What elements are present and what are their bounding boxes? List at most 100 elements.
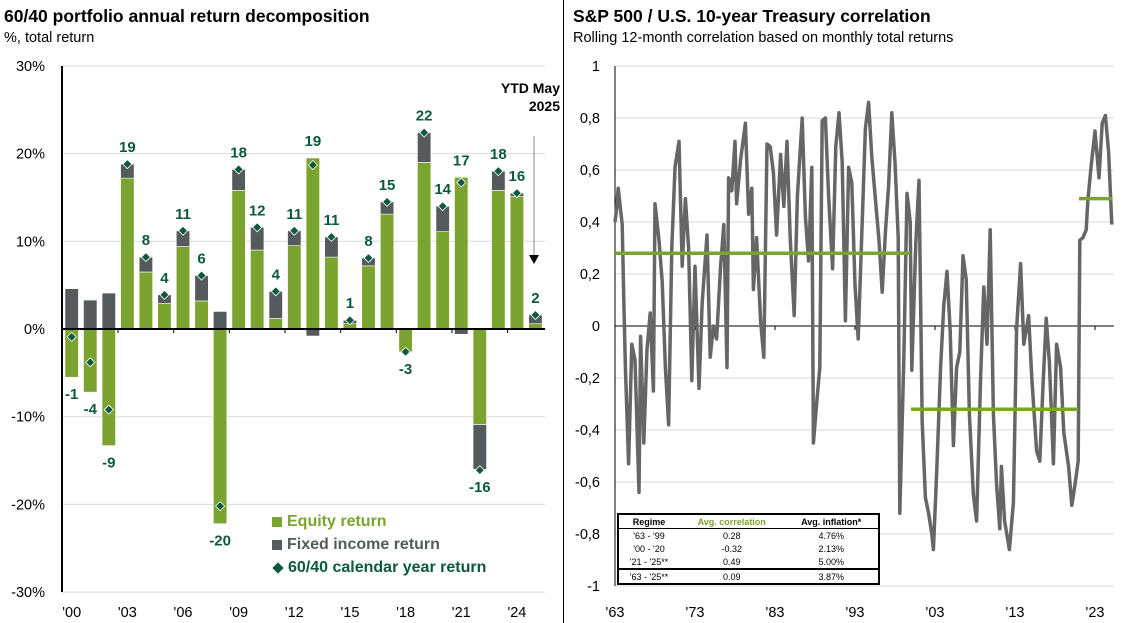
- equity-swatch: [272, 516, 282, 527]
- x-tick-label: '93: [846, 605, 865, 621]
- left-legend: Equity return Fixed income return 60/40 …: [272, 510, 486, 579]
- header-regime: Regime: [618, 514, 680, 529]
- total-return-marker: [85, 357, 96, 368]
- total-return-marker: [474, 465, 485, 476]
- y-tick-label: -0,4: [575, 423, 600, 439]
- table-row: '63 - '99 0.28 4.76%: [618, 529, 879, 543]
- y-tick-label: 0,2: [580, 267, 600, 283]
- x-tick-label: '03: [118, 605, 137, 621]
- table-row: '21 - '25** 0.49 5.00%: [618, 555, 879, 569]
- correlation-line: [613, 100, 1114, 552]
- data-label: 18: [230, 144, 247, 161]
- data-label: -1: [65, 386, 78, 403]
- x-tick-label: '09: [229, 605, 248, 621]
- data-label: 11: [175, 206, 191, 223]
- data-label: -16: [469, 479, 491, 496]
- x-tick-label: '23: [1086, 605, 1105, 621]
- y-tick-label: 10%: [16, 234, 45, 250]
- cell: 5.00%: [818, 556, 844, 567]
- data-label: -3: [399, 361, 412, 378]
- regime-table-header: Regime Avg. correlation Avg. inflation*: [618, 514, 879, 529]
- right-chart-subtitle: Rolling 12-month correlation based on mo…: [573, 30, 954, 46]
- total-return-marker: [344, 315, 356, 326]
- y-tick-label: 0,8: [580, 111, 600, 127]
- data-label: 14: [434, 181, 451, 198]
- ytd-annotation-line2: 2025: [528, 98, 560, 114]
- right-chart-title: S&P 500 / U.S. 10-year Treasury correlat…: [573, 6, 931, 26]
- total-return-marker: [493, 166, 504, 177]
- total-return-marker: [400, 346, 411, 357]
- data-label: -9: [102, 455, 115, 472]
- data-label: 16: [509, 168, 526, 185]
- left-chart: 30%20%10%0%-10%-20%-30%-1-4-91984116-201…: [11, 59, 545, 621]
- data-label: 22: [416, 108, 433, 125]
- legend-item-total: 60/40 calendar year return: [272, 556, 486, 579]
- total-return-marker: [270, 286, 281, 297]
- data-label: 4: [272, 266, 281, 283]
- x-tick-label: '18: [396, 605, 415, 621]
- x-tick-label: '24: [507, 605, 526, 621]
- left-chart-title: 60/40 portfolio annual return decomposit…: [4, 6, 370, 26]
- header-avg-correlation: Avg. correlation: [679, 514, 785, 529]
- total-return-marker: [252, 222, 263, 233]
- cell: 2.13%: [818, 543, 844, 554]
- y-tick-label: -20%: [11, 497, 45, 513]
- y-tick-label: 0%: [24, 322, 45, 338]
- total-return-marker: [66, 331, 77, 342]
- y-tick-label: 1: [592, 59, 600, 75]
- data-label: 6: [197, 251, 205, 268]
- cell: '00 - '20: [633, 543, 665, 554]
- total-return-marker: [215, 501, 226, 512]
- total-return-marker: [326, 231, 337, 242]
- x-tick-label: '21: [452, 605, 471, 621]
- cell: '63 - '99: [633, 530, 665, 541]
- ytd-annotation: YTD May 2025: [480, 79, 560, 115]
- legend-label-equity: Equity return: [287, 512, 387, 530]
- total-return-marker: [530, 309, 541, 321]
- total-return-marker: [196, 270, 207, 281]
- x-tick-label: '13: [1006, 605, 1025, 621]
- x-tick-label: '00: [62, 605, 81, 621]
- data-label: 18: [490, 146, 507, 163]
- panel-divider: [563, 0, 564, 623]
- legend-label-total: 60/40 calendar year return: [288, 558, 487, 576]
- total-return-marker: [159, 289, 170, 300]
- cell: 4.76%: [818, 530, 844, 541]
- total-return-marker: [511, 187, 522, 199]
- total-return-marker: [289, 225, 300, 236]
- x-tick-label: '06: [174, 605, 193, 621]
- y-tick-label: 0,4: [580, 215, 600, 231]
- total-return-marker: [419, 127, 430, 138]
- table-row: '63 - '25** 0.09 3.87%: [618, 568, 879, 584]
- y-tick-label: 0: [592, 319, 600, 335]
- cell: 0.28: [722, 530, 741, 541]
- y-tick-label: 0,6: [580, 163, 600, 179]
- data-label: 19: [119, 139, 136, 156]
- data-label: 8: [142, 232, 150, 249]
- total-return-marker: [177, 225, 189, 236]
- x-tick-label: '73: [686, 605, 705, 621]
- data-label: -4: [84, 401, 98, 418]
- diamond-marker-icon: [272, 561, 284, 574]
- total-return-marker: [381, 196, 393, 207]
- y-tick-label: -1: [587, 579, 600, 595]
- header-avg-inflation: Avg. inflation*: [784, 514, 879, 529]
- data-label: -20: [209, 533, 231, 550]
- x-tick-label: '12: [285, 605, 304, 621]
- y-tick-label: -10%: [11, 410, 45, 426]
- data-label: 1: [346, 295, 354, 312]
- y-tick-label: -0,8: [575, 527, 600, 543]
- cell: 3.87%: [784, 568, 879, 584]
- data-label: 4: [160, 270, 169, 287]
- total-return-marker: [437, 201, 448, 212]
- y-tick-label: 30%: [16, 59, 45, 75]
- fixed-income-swatch: [272, 539, 282, 550]
- data-label: 19: [305, 133, 322, 150]
- total-return-marker: [122, 159, 133, 170]
- cell: -0.32: [721, 543, 742, 554]
- left-chart-subtitle: %, total return: [4, 30, 95, 46]
- data-label: 15: [379, 177, 396, 194]
- cell: 0.49: [722, 556, 741, 567]
